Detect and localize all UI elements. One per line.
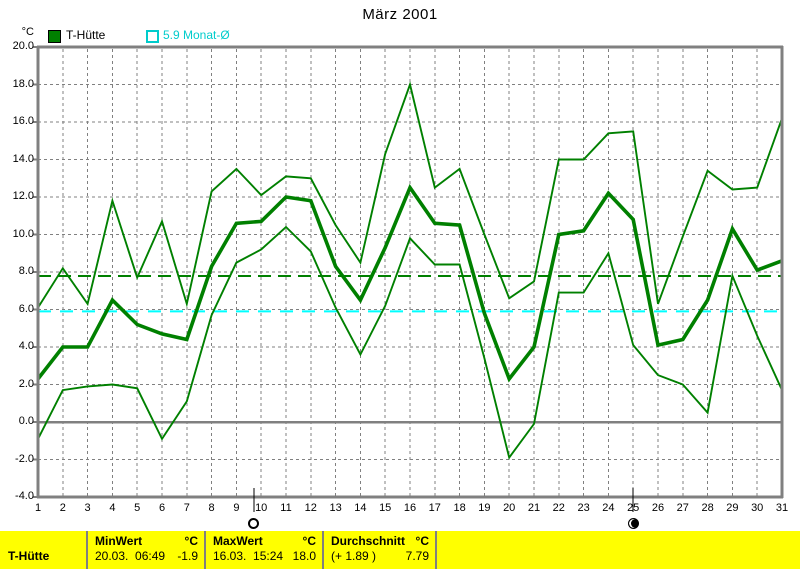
x-day-label: 29 <box>726 502 739 514</box>
minwert-header: MinWert <box>95 534 143 548</box>
durchschnitt-header: Durchschnitt <box>331 534 406 548</box>
minwert-value: -1.9 <box>177 549 198 563</box>
series-swatch-icon <box>48 30 61 43</box>
x-day-label: 7 <box>183 502 190 514</box>
x-day-label: 5 <box>134 502 141 514</box>
x-day-label: 16 <box>403 502 417 514</box>
y-tick-label: 0.0 <box>18 415 34 427</box>
status-series-label: T-Hütte <box>8 549 50 563</box>
status-minwert-cell: MinWert °C 20.03. 06:49 -1.9 <box>88 531 206 569</box>
x-day-label: 13 <box>329 502 342 514</box>
x-day-label: 3 <box>84 502 91 514</box>
durchschnitt-unit: °C <box>415 534 429 548</box>
y-tick-label: 20.0 <box>12 40 34 52</box>
y-tick-label: 6.0 <box>18 302 34 315</box>
month-average-legend-label: 5.9 Monat-Ø <box>163 28 230 42</box>
minwert-datetime: 20.03. 06:49 <box>95 549 166 563</box>
chart-title: März 2001 <box>362 6 438 23</box>
y-tick-label: 12.0 <box>12 190 34 202</box>
y-tick-label: 10.0 <box>12 227 34 240</box>
x-day-label: 6 <box>158 502 166 514</box>
x-day-label: 18 <box>453 502 466 514</box>
status-maxwert-cell: MaxWert °C 16.03. 15:24 18.0 <box>206 531 324 569</box>
x-day-label: 25 <box>627 502 640 514</box>
x-day-label: 24 <box>602 502 615 514</box>
x-day-label: 9 <box>233 502 240 514</box>
temperature-plot <box>33 45 784 512</box>
status-durchschnitt-cell: Durchschnitt °C (+ 1.89 ) 7.79 <box>324 531 437 569</box>
moon-phase-markers <box>0 518 800 531</box>
y-tick-label: 16.0 <box>12 115 34 127</box>
y-tick-label: -4.0 <box>15 490 34 502</box>
x-day-label: 30 <box>751 502 764 514</box>
y-axis-labels: 20.0 18.0 16.0 14.0 12.0 10.0 8.0 6.0 4.0 2.0 0.0 -… <box>0 0 35 533</box>
x-day-label: 22 <box>552 502 565 514</box>
x-day-label: 17 <box>428 502 441 514</box>
x-day-label: 4 <box>109 502 116 514</box>
durchschnitt-anomaly: (+ 1.89 ) <box>331 549 377 563</box>
open-circle-moon <box>248 518 260 529</box>
durchschnitt-value: 7.79 <box>405 549 429 563</box>
x-day-label: 21 <box>527 502 541 514</box>
x-day-label: 27 <box>676 502 689 514</box>
month-average-swatch-icon <box>146 30 159 43</box>
y-axis-unit: °C <box>21 26 34 38</box>
maxwert-header: MaxWert <box>213 534 263 548</box>
filled-circle-moon <box>627 518 639 529</box>
status-bar: T-Hütte MinWert °C 20.03. 06:49 -1.9 Max… <box>0 531 800 569</box>
status-empty-cell <box>437 531 800 569</box>
x-day-label: 8 <box>208 502 215 514</box>
x-day-label: 23 <box>577 502 590 514</box>
x-day-label: 10 <box>255 502 268 514</box>
maxwert-datetime: 16.03. 15:24 <box>213 549 284 563</box>
series-line-min <box>37 225 783 460</box>
series-line-mean <box>36 183 783 383</box>
x-day-label: 11 <box>280 502 292 514</box>
y-tick-label: 2.0 <box>18 377 34 390</box>
x-day-label: 14 <box>354 502 367 514</box>
status-series-cell: T-Hütte <box>0 531 88 569</box>
y-tick-label: 18.0 <box>12 77 34 90</box>
x-day-label: 1 <box>34 502 42 514</box>
y-tick-label: -2.0 <box>15 452 34 465</box>
y-tick-label: 4.0 <box>18 340 34 352</box>
y-tick-label: 8.0 <box>18 265 34 277</box>
x-day-label: 20 <box>503 502 516 514</box>
maxwert-unit: °C <box>302 534 316 548</box>
x-axis-day-labels: 1 2 3 4 5 6 7 8 9 10 11 12 13 14 15 16 17 18 19 20 21 22 23 24 2… <box>0 502 800 516</box>
x-day-label: 31 <box>775 502 789 514</box>
minwert-unit: °C <box>184 534 198 548</box>
series-line-max <box>37 81 783 309</box>
x-day-label: 28 <box>701 502 714 514</box>
maxwert-value: 18.0 <box>292 549 316 563</box>
y-tick-label: 14.0 <box>12 152 34 165</box>
x-day-label: 15 <box>379 502 392 514</box>
x-day-label: 19 <box>478 502 491 514</box>
x-day-label: 2 <box>59 502 66 514</box>
x-day-label: 26 <box>651 502 665 514</box>
x-day-label: 12 <box>304 502 317 514</box>
series-legend-label: T-Hütte <box>66 28 106 42</box>
legend: T-Hütte 5.9 Monat-Ø <box>0 28 800 44</box>
